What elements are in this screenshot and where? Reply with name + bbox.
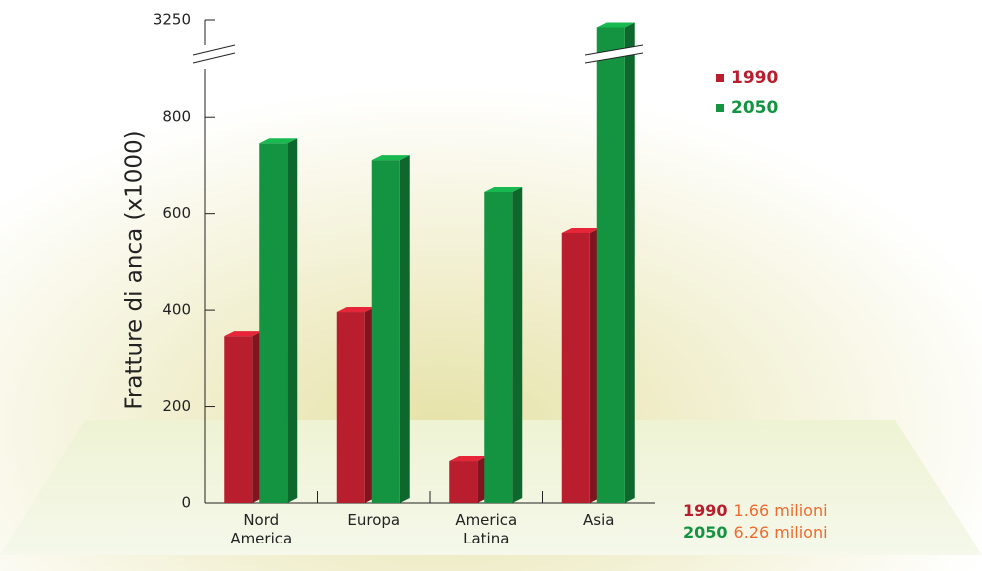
legend-swatch [716,104,724,112]
axis-break [584,44,644,56]
bar [484,186,523,503]
legend-label: 2050 [731,98,778,118]
axis-break [585,45,643,63]
bar-side [287,138,298,504]
note-text-part: 1.66 milioni [733,501,828,520]
bar [596,22,635,503]
bar-front [449,461,478,503]
y-tick-label: 200 [162,397,191,415]
bar-top [596,22,635,28]
y-axis-label: Fratture di anca (x1000) [122,130,148,409]
bar [561,227,600,503]
bar [259,138,298,504]
bar [449,456,488,503]
axis-break [584,52,644,64]
note-row: 1990 1.66 milioni [683,500,828,522]
x-tick-label: Asia [583,511,615,529]
note-row: 2050 6.26 milioni [683,522,828,544]
bar-top [484,186,523,192]
bar-side [399,155,410,503]
bar-front [259,143,288,504]
note-text-part: 6.26 milioni [733,523,828,542]
x-tick-label: America Latina [455,511,518,543]
bar-front [561,232,590,503]
bar-front [336,312,365,503]
bar-top [336,307,375,313]
note-label-part: 2050 [683,523,728,542]
x-tick-label: Europa [347,511,401,529]
y-tick-label: 800 [162,108,191,126]
y-tick-label: 400 [162,301,191,319]
bar [336,307,375,503]
bar-top [371,155,410,161]
axis-break [192,44,236,56]
legend-swatch [716,74,724,82]
bar-front [371,160,400,503]
bar-top [224,331,263,337]
bar-top [561,227,600,233]
bar-side [624,22,635,503]
x-tick-label: Nord America [230,511,293,543]
bar [224,331,263,503]
bar-front [596,27,625,503]
bar-front [484,191,513,503]
axis-break [193,45,235,63]
legend-label: 1990 [731,68,778,88]
bar-side [512,186,523,503]
note-label-part: 1990 [683,501,728,520]
y-tick-label: 0 [181,494,191,512]
y-tick-label: 600 [162,204,191,222]
bar [371,155,410,503]
bar-top [449,456,488,462]
bar-top [259,138,298,144]
axis-break [192,52,236,64]
bar-front [224,336,253,503]
y-tick-label: 3250 [153,11,191,29]
